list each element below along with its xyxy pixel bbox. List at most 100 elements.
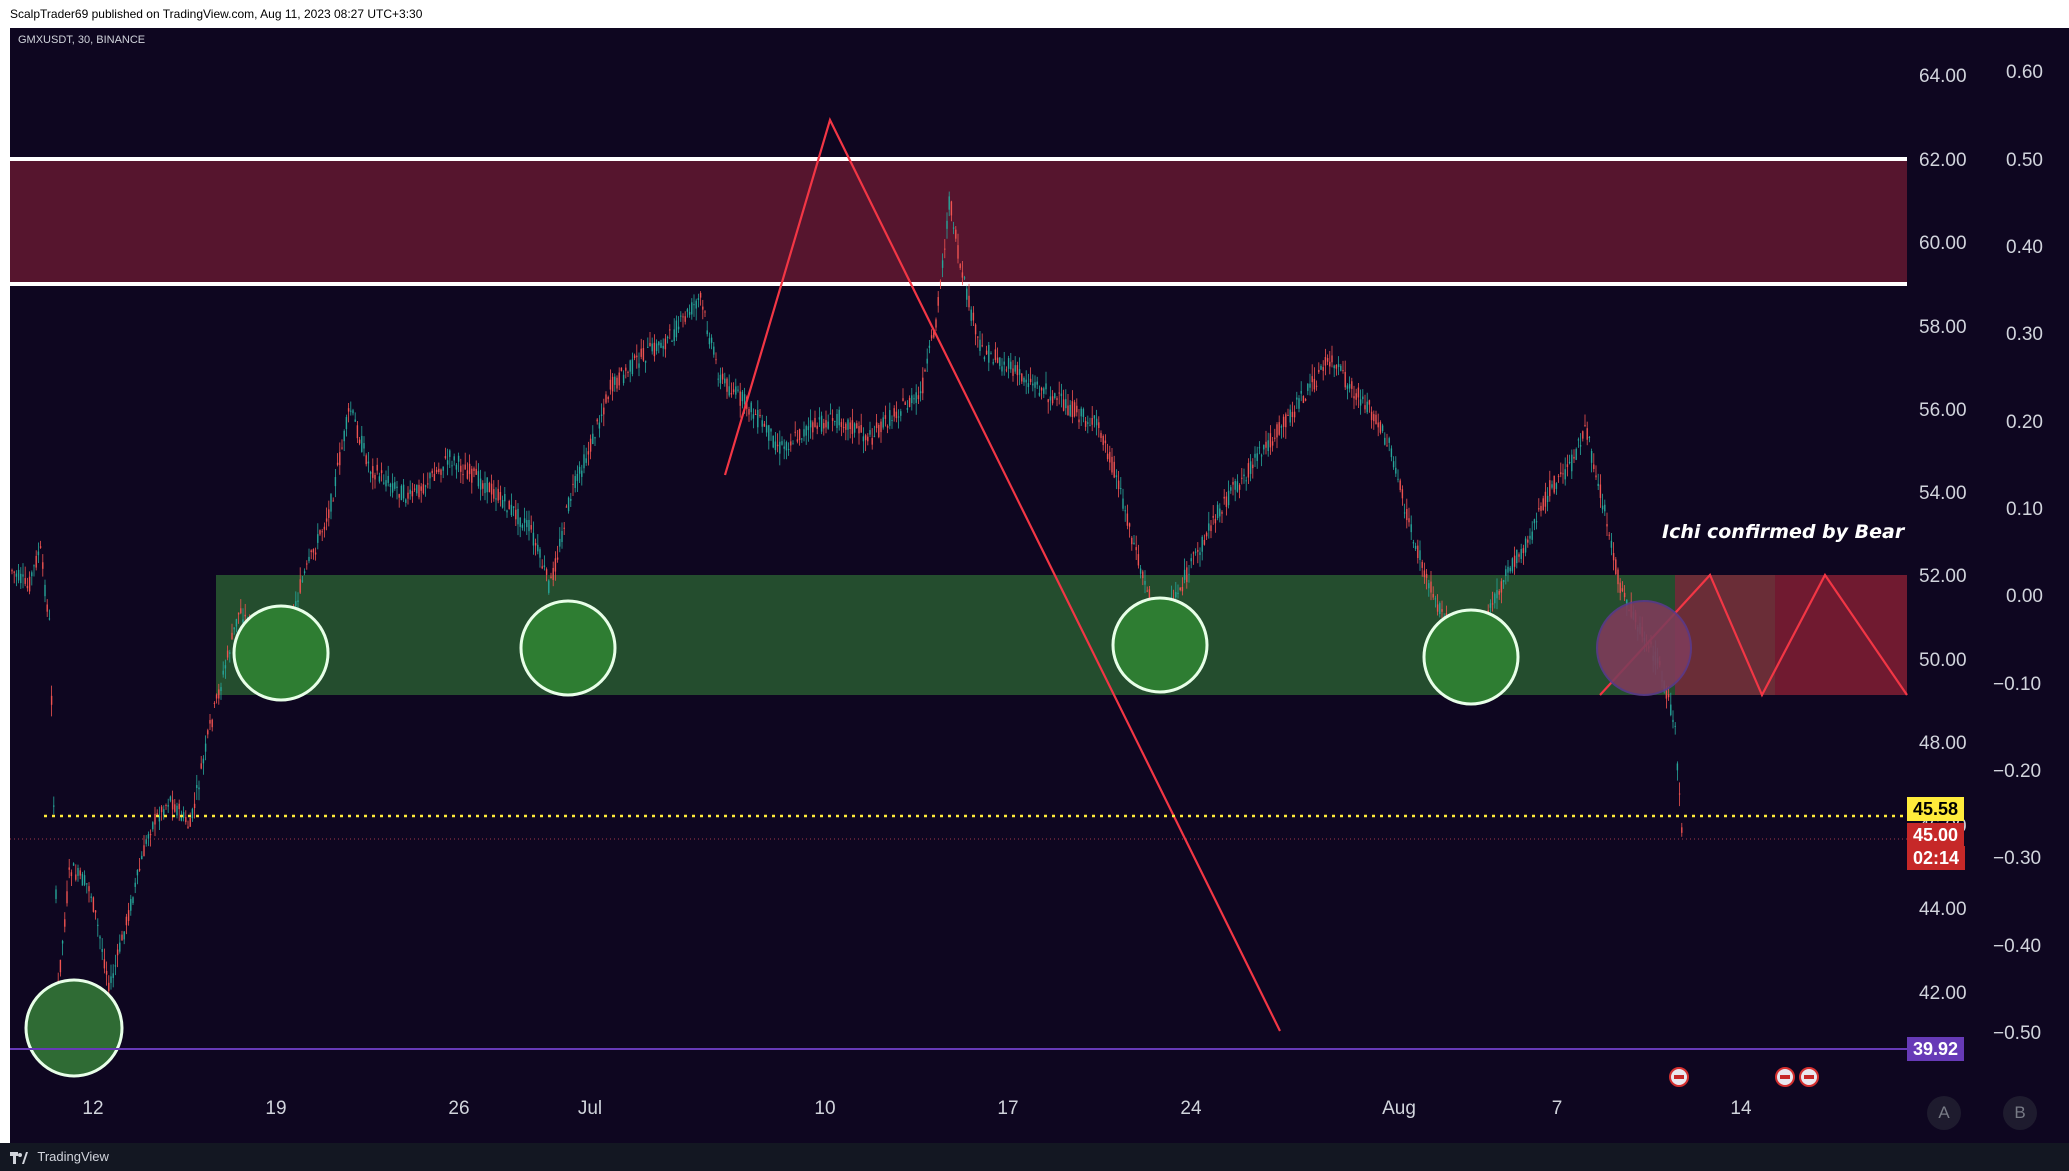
candle-body bbox=[422, 484, 425, 494]
candle-body bbox=[1617, 569, 1619, 585]
candle-body bbox=[1084, 421, 1087, 427]
candle-body bbox=[1177, 592, 1179, 594]
candle-body bbox=[545, 569, 548, 575]
resistance-zone bbox=[10, 159, 1907, 284]
candle-body bbox=[543, 565, 546, 568]
chart-area[interactable]: GMXUSDT, 30, BINANCE Ichi confirmed by B… bbox=[10, 28, 2069, 1143]
candle-body bbox=[1524, 538, 1527, 553]
candle-body bbox=[130, 899, 132, 911]
candle-body bbox=[1181, 586, 1184, 592]
candle-body bbox=[622, 374, 625, 384]
candle-body bbox=[1243, 474, 1245, 477]
candle-body bbox=[1060, 393, 1063, 397]
candle-body bbox=[486, 477, 488, 493]
candle-body bbox=[220, 687, 222, 692]
candle-body bbox=[473, 468, 475, 471]
candle-body bbox=[950, 201, 953, 216]
candle-body bbox=[237, 612, 240, 615]
secondary-tick-label: 0.40 bbox=[2006, 237, 2043, 258]
candle-body bbox=[768, 425, 770, 441]
candle-body bbox=[1579, 445, 1582, 447]
candle-body bbox=[924, 369, 926, 372]
candle-body bbox=[1535, 521, 1538, 523]
candle-body bbox=[99, 936, 101, 939]
candle-body bbox=[589, 438, 592, 452]
candle-body bbox=[1366, 401, 1368, 413]
price-tick-label: 58.00 bbox=[1919, 317, 1967, 338]
candle-body bbox=[108, 982, 110, 991]
candle-body bbox=[1122, 498, 1124, 509]
candle-body bbox=[1236, 481, 1239, 492]
log-scale-button[interactable]: B bbox=[2003, 1096, 2037, 1130]
candle-body bbox=[354, 419, 356, 422]
candle-body bbox=[31, 572, 33, 577]
candle-body bbox=[1439, 603, 1441, 614]
us-flag-event-icon[interactable] bbox=[1799, 1067, 1819, 1087]
secondary-tick-label: −0.10 bbox=[1993, 674, 2042, 695]
candle-body bbox=[169, 796, 172, 801]
price-chart[interactable] bbox=[10, 28, 2069, 1143]
candle-body bbox=[1608, 534, 1610, 536]
red-zigzag-drawing[interactable] bbox=[723, 116, 1281, 1032]
time-tick-label: Jul bbox=[577, 1098, 603, 1119]
candle-body bbox=[1047, 399, 1049, 403]
candle-body bbox=[917, 395, 920, 400]
candle-body bbox=[889, 410, 891, 426]
candle-body bbox=[561, 530, 563, 543]
candle-body bbox=[350, 410, 352, 412]
candle-body bbox=[741, 391, 744, 402]
auto-scale-button[interactable]: A bbox=[1927, 1096, 1961, 1130]
candle-body bbox=[446, 460, 449, 465]
candle-body bbox=[633, 355, 636, 359]
candle-body bbox=[1601, 505, 1604, 510]
candle-body bbox=[1500, 581, 1503, 593]
candle-body bbox=[1014, 365, 1016, 372]
candle-body bbox=[977, 336, 979, 338]
candle-body bbox=[708, 338, 711, 345]
candle-body bbox=[185, 817, 187, 823]
candle-body bbox=[603, 407, 605, 415]
candle-body bbox=[840, 422, 843, 427]
candle-body bbox=[103, 959, 106, 969]
candle-body bbox=[66, 891, 68, 904]
us-flag-event-icon[interactable] bbox=[1775, 1067, 1795, 1087]
candle-body bbox=[460, 465, 462, 472]
candle-body bbox=[1192, 552, 1195, 554]
candle-body bbox=[1375, 414, 1377, 425]
candle-body bbox=[911, 395, 913, 404]
candle-body bbox=[770, 428, 772, 432]
candle-body bbox=[508, 500, 510, 509]
chart-annotation[interactable]: Ichi confirmed by Bear cro bbox=[1662, 521, 1907, 543]
candle-body bbox=[1522, 548, 1525, 554]
candle-body bbox=[1087, 422, 1089, 424]
candle-body bbox=[658, 341, 660, 346]
candle-body bbox=[244, 614, 246, 617]
footer-brand[interactable]: TradingView bbox=[37, 1149, 109, 1164]
candle-body bbox=[807, 426, 810, 431]
candle-body bbox=[1142, 571, 1144, 579]
candle-body bbox=[295, 601, 297, 606]
candle-body bbox=[1117, 480, 1120, 490]
price-tick-label: 44.00 bbox=[1919, 899, 1967, 920]
candle-body bbox=[1491, 603, 1494, 605]
candle-body bbox=[11, 570, 13, 572]
candle-body bbox=[1430, 581, 1432, 593]
candle-body bbox=[812, 422, 814, 433]
candle-body bbox=[429, 473, 431, 479]
candle-body bbox=[88, 886, 90, 892]
candle-body bbox=[1137, 554, 1140, 566]
candle-body bbox=[301, 580, 304, 582]
candle-body bbox=[20, 573, 22, 584]
candle-body bbox=[955, 229, 957, 239]
candle-body bbox=[1175, 592, 1177, 598]
candle-body bbox=[149, 834, 152, 836]
candle-body bbox=[1544, 491, 1547, 507]
candle-body bbox=[572, 483, 574, 485]
candle-body bbox=[86, 883, 88, 885]
candle-body bbox=[1260, 455, 1263, 457]
tradingview-logo-icon[interactable] bbox=[10, 1151, 28, 1164]
candle-body bbox=[862, 436, 865, 442]
us-flag-event-icon[interactable] bbox=[1669, 1067, 1689, 1087]
candle-body bbox=[1604, 504, 1606, 512]
candle-body bbox=[125, 916, 128, 926]
